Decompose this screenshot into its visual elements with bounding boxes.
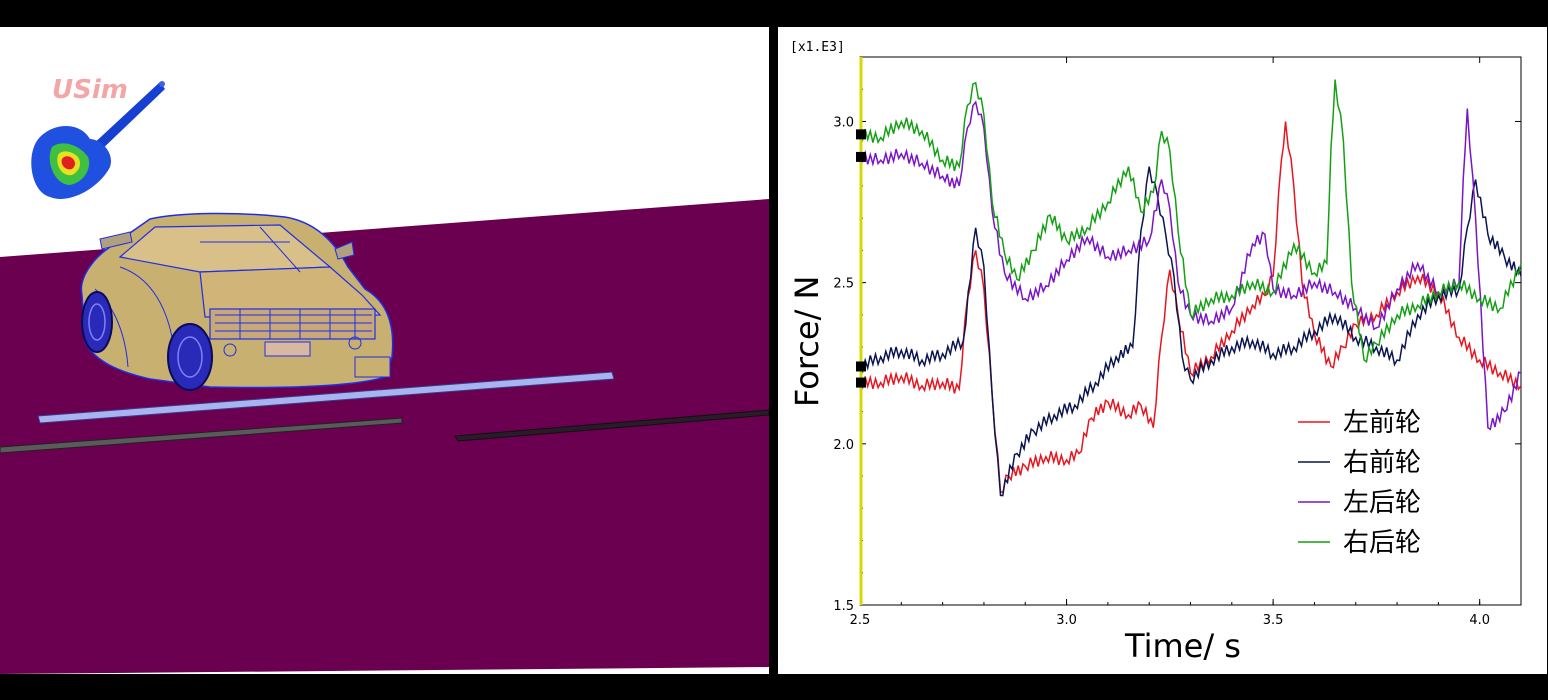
speed-bump-left xyxy=(0,417,403,454)
legend-label: 左后轮 xyxy=(1343,488,1421,518)
y-axis-title: Force/ N xyxy=(788,276,826,407)
cursor-marker xyxy=(856,129,866,140)
car-model xyxy=(80,212,394,391)
force-chart: 2.5 3.0 3.5 4.0 1.5 2.0 2.5 3.0 [x1.E3] Time/ s Fo… xyxy=(788,40,1522,665)
x-tick-label: 3.5 xyxy=(1263,613,1284,628)
cursor-marker xyxy=(856,361,866,372)
plot-frame xyxy=(859,56,1522,606)
scale-label: [x1.E3] xyxy=(790,40,845,55)
y-tick-label: 2.5 xyxy=(833,277,854,292)
y-tick-label: 3.0 xyxy=(833,115,854,130)
simulation-viewport[interactable]: USim xyxy=(0,27,769,674)
cursor-marker xyxy=(856,151,866,162)
legend-label: 右后轮 xyxy=(1343,528,1421,558)
force-plot-panel[interactable]: 2.5 3.0 3.5 4.0 1.5 2.0 2.5 3.0 [x1.E3] Time/ s Fo… xyxy=(778,27,1547,674)
speed-bump-right xyxy=(454,409,769,442)
speed-bump-front xyxy=(37,371,615,424)
series-line-3 xyxy=(859,100,1522,431)
x-axis-title: Time/ s xyxy=(1124,627,1241,665)
series-line-4 xyxy=(859,79,1522,364)
x-tick-label: 2.5 xyxy=(850,613,871,628)
rear-left-wheel xyxy=(81,291,113,353)
scene-canvas xyxy=(0,81,769,674)
x-tick-label: 4.0 xyxy=(1469,613,1490,628)
y-tick-label: 1.5 xyxy=(833,599,854,614)
usim-logo-icon xyxy=(31,81,165,199)
series-line-1 xyxy=(859,121,1522,494)
y-tick-label: 2.0 xyxy=(833,438,854,453)
legend-label: 右前轮 xyxy=(1343,448,1421,478)
series-line-2 xyxy=(859,166,1522,497)
front-left-wheel xyxy=(167,323,213,391)
cursor-marker xyxy=(856,377,866,388)
legend-label: 左前轮 xyxy=(1343,408,1421,438)
x-tick-label: 3.0 xyxy=(1056,613,1077,628)
usim-logo-text: USim xyxy=(52,75,128,105)
